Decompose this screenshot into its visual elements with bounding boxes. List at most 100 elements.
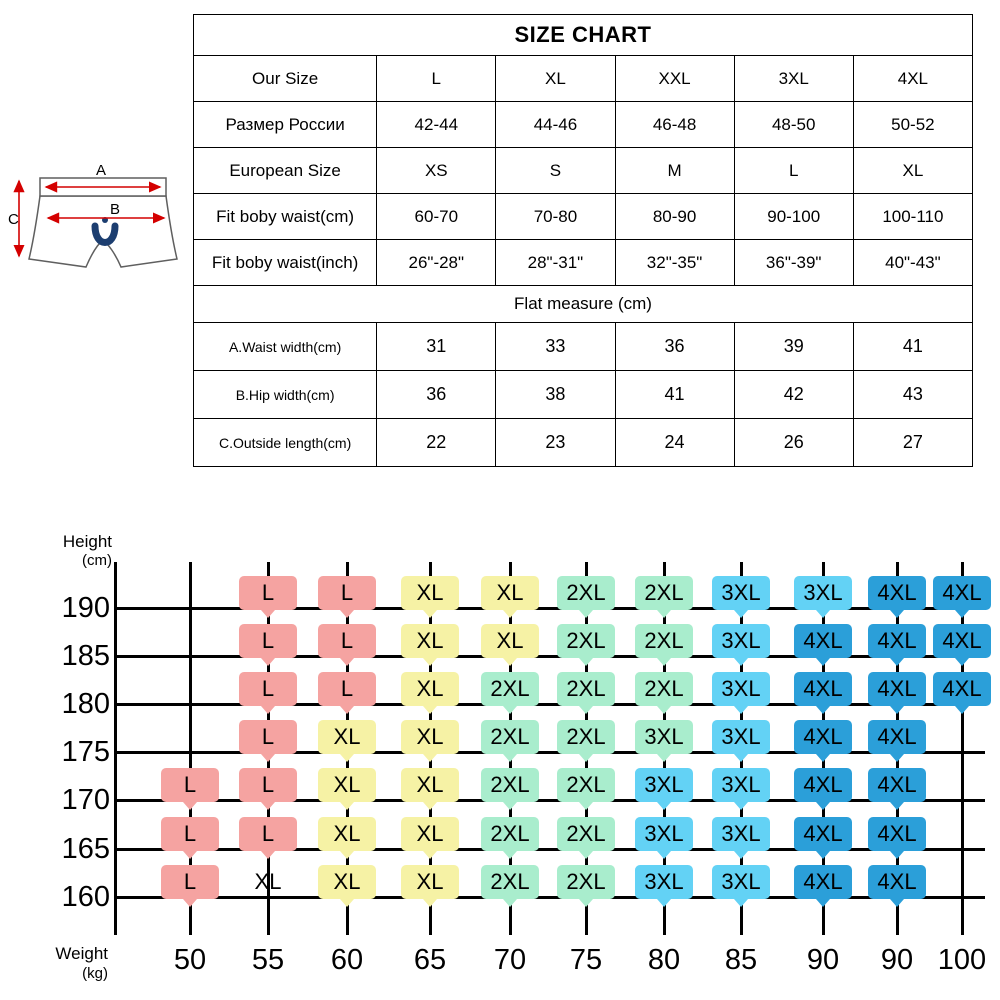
weight-tick-label: 85 <box>724 944 758 976</box>
grid-hline <box>115 750 985 754</box>
table-row: Размер России 42-44 44-46 46-48 48-50 50… <box>192 101 974 148</box>
size-value: L <box>733 147 854 194</box>
table-row: A.Waist width(cm) 31 33 36 39 41 <box>192 322 974 371</box>
measure-value: 24 <box>614 418 735 467</box>
size-tag: 4XL <box>933 576 991 618</box>
grid-hline <box>115 798 985 802</box>
grid-hline <box>115 895 985 899</box>
size-tag: L <box>318 672 376 714</box>
grid-hline <box>115 702 985 706</box>
size-tag: 3XL <box>712 576 770 618</box>
size-tag: 3XL <box>712 768 770 810</box>
measure-value: 43 <box>852 370 974 419</box>
size-tag: 4XL <box>933 624 991 666</box>
size-tag: 2XL <box>557 624 615 666</box>
height-tick-label: 175 <box>61 736 110 768</box>
measure-label-b: B <box>110 201 120 218</box>
pouch-logo-icon <box>91 222 119 246</box>
size-value: XXL <box>614 55 735 102</box>
size-tag: 3XL <box>712 817 770 859</box>
size-chart-table: SIZE CHART Our Size L XL XXL 3XL 4XL Раз… <box>192 14 974 467</box>
size-tag: 2XL <box>557 672 615 714</box>
size-tag: 2XL <box>557 865 615 907</box>
measure-arrows: A B C <box>8 162 166 258</box>
size-tag: 2XL <box>557 768 615 810</box>
size-tag: 3XL <box>712 624 770 666</box>
size-tag: L <box>239 768 297 810</box>
grid-vline <box>113 562 117 935</box>
row-label: Fit boby waist(cm) <box>192 193 378 240</box>
weight-tick-label: 90 <box>806 944 840 976</box>
size-tag: 3XL <box>712 672 770 714</box>
grid-hline <box>115 847 985 851</box>
weight-tick-label: 100 <box>937 944 987 976</box>
row-label: B.Hip width(cm) <box>192 370 378 419</box>
table-row: European Size XS S M L XL <box>192 147 974 194</box>
size-tag: 4XL <box>868 817 926 859</box>
size-tag: 2XL <box>481 720 539 762</box>
size-value: 50-52 <box>852 101 974 148</box>
x-axis-title: Weight (kg) <box>55 944 108 982</box>
size-tag: XL <box>401 720 459 762</box>
size-value: 40"-43" <box>852 239 974 286</box>
measure-value: 33 <box>495 322 616 371</box>
size-tag: L <box>161 865 219 907</box>
size-tag: XL <box>318 768 376 810</box>
size-tag: 4XL <box>794 768 852 810</box>
table-row: Fit boby waist(cm) 60-70 70-80 80-90 90-… <box>192 193 974 240</box>
size-tag: 4XL <box>794 865 852 907</box>
size-value: 70-80 <box>495 193 616 240</box>
size-value: XL <box>495 55 616 102</box>
size-tag: 2XL <box>481 817 539 859</box>
row-label: Our Size <box>192 55 378 102</box>
measure-value: 27 <box>852 418 974 467</box>
size-tag: XL <box>401 672 459 714</box>
size-value: 80-90 <box>614 193 735 240</box>
size-tag: 4XL <box>933 672 991 714</box>
size-value: 46-48 <box>614 101 735 148</box>
size-tag: XL <box>401 624 459 666</box>
height-tick-label: 190 <box>61 592 110 624</box>
measure-value: 41 <box>852 322 974 371</box>
size-tag: 3XL <box>635 768 693 810</box>
size-tag: 4XL <box>868 865 926 907</box>
size-tag: 4XL <box>794 817 852 859</box>
size-tag: 3XL <box>712 865 770 907</box>
y-axis-title: Height (cm) <box>62 532 112 569</box>
size-tag: 2XL <box>481 672 539 714</box>
size-tag: 2XL <box>557 576 615 618</box>
size-tag: L <box>239 624 297 666</box>
size-tag: XL <box>318 720 376 762</box>
size-tag: 4XL <box>794 672 852 714</box>
size-tag: XL <box>254 869 282 894</box>
size-tag: 2XL <box>557 817 615 859</box>
size-tag: 3XL <box>635 865 693 907</box>
grid-hline <box>115 606 985 610</box>
size-tag: XL <box>318 817 376 859</box>
measure-value: 42 <box>733 370 854 419</box>
size-tag: 2XL <box>635 624 693 666</box>
measure-value: 41 <box>614 370 735 419</box>
size-value: 32"-35" <box>614 239 735 286</box>
grid-vline <box>188 562 192 935</box>
size-tag: 4XL <box>794 624 852 666</box>
size-tag: 3XL <box>635 720 693 762</box>
size-value: 90-100 <box>733 193 854 240</box>
weight-tick-label: 60 <box>330 944 364 976</box>
size-tag: 2XL <box>481 865 539 907</box>
size-tag: XL <box>401 576 459 618</box>
measure-value: 36 <box>376 370 497 419</box>
size-value: 100-110 <box>852 193 974 240</box>
measure-value: 23 <box>495 418 616 467</box>
size-value: 3XL <box>733 55 854 102</box>
size-value: L <box>376 55 497 102</box>
weight-tick-label: 90 <box>880 944 914 976</box>
grid-hline <box>115 654 985 658</box>
size-tag: 3XL <box>794 576 852 618</box>
measure-value: 31 <box>376 322 497 371</box>
size-tag: 4XL <box>868 768 926 810</box>
size-value: XS <box>376 147 497 194</box>
weight-tick-label: 50 <box>173 944 207 976</box>
measure-label-c: C <box>8 211 19 228</box>
